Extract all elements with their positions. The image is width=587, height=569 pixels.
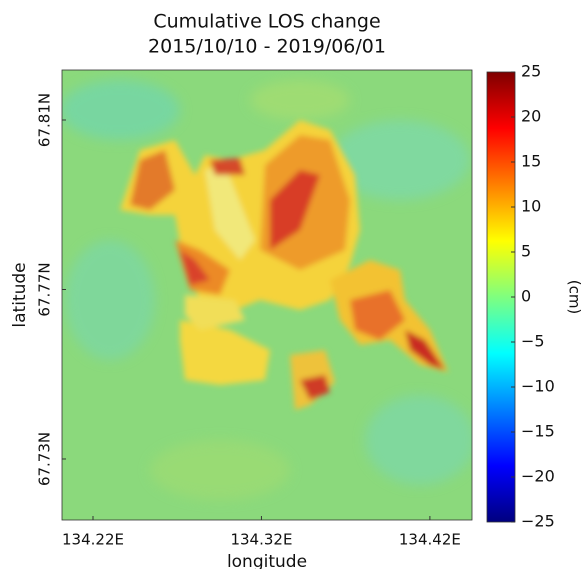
colorbar-tick-label: −20 [521,467,555,486]
colorbar-tick-label: −15 [521,422,555,441]
y-tick-label: 67.77N [36,262,54,316]
colorbar-tick-label: 15 [521,152,541,171]
colorbar-tick-label: −5 [521,332,545,351]
x-axis-label: longitude [227,552,307,569]
x-tick-label: 134.32E [230,531,292,549]
colorbar-label: (cm) [566,280,584,315]
x-tick-label: 134.42E [399,531,461,549]
chart-title: Cumulative LOS change [153,11,380,33]
colorbar-tick-label: −25 [521,512,555,531]
colorbar-tick-label: 25 [521,62,541,81]
colorbar-tick-label: 20 [521,107,541,126]
colorbar-tick-label: 10 [521,197,541,216]
y-axis-label: latitude [10,262,30,327]
colorbar-tick-label: 0 [521,287,531,306]
chart-subtitle: 2015/10/10 - 2019/06/01 [148,36,386,58]
colorbar-tick-label: −10 [521,377,555,396]
y-tick-label: 67.81N [36,93,54,147]
colorbar [486,71,516,523]
x-tick-label: 134.22E [62,531,124,549]
map-image [62,70,472,520]
plot-frame [61,69,473,521]
colorbar-tick-label: 5 [521,242,531,261]
y-tick-label: 67.73N [36,432,54,486]
